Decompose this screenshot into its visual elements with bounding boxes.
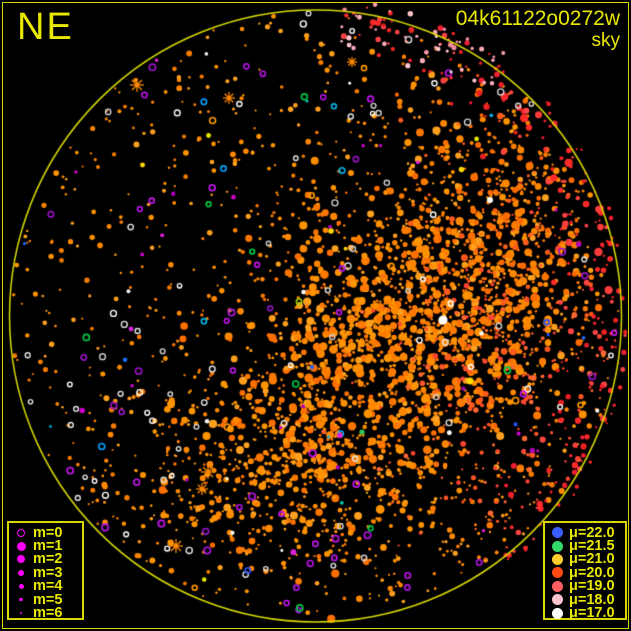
- legend-label: μ=17.0: [569, 605, 615, 622]
- white-dot-icon: [551, 607, 563, 619]
- blue-dot-icon: [551, 527, 563, 539]
- legend-row-mu21-5: μ=21.5: [545, 538, 625, 555]
- magnitude-symbol-m1: [9, 541, 33, 551]
- magnitude-symbol-m0: [9, 528, 33, 537]
- magnitude-legend: m=0 m=1 m=2 m=3 m=4 m=5 m=6: [7, 521, 84, 622]
- legend-label: μ=18.0: [569, 591, 615, 608]
- legend-row-mu17: μ=17.0: [545, 605, 625, 622]
- mu-symbol-22: [545, 527, 569, 539]
- mu-symbol-21-5: [545, 540, 569, 552]
- legend-label: m=6: [33, 605, 63, 622]
- mu-symbol-21: [545, 553, 569, 565]
- magnitude-symbol-m5: [9, 597, 33, 602]
- legend-row-m2: m=2: [9, 551, 82, 568]
- legend-label: μ=21.5: [569, 538, 615, 555]
- legend-row-mu21: μ=21.0: [545, 551, 625, 568]
- filled-circle-icon: [18, 583, 24, 589]
- orange-dot-icon: [551, 567, 563, 579]
- legend-label: m=5: [33, 591, 63, 608]
- mu-symbol-17: [545, 607, 569, 619]
- red-dot-icon: [551, 580, 563, 592]
- legend-row-mu19: μ=19.0: [545, 578, 625, 595]
- legend-row-mu20: μ=20.0: [545, 564, 625, 581]
- legend-label: m=3: [33, 564, 63, 581]
- magnitude-symbol-m2: [9, 555, 33, 564]
- legend-label: m=4: [33, 578, 63, 595]
- filled-circle-icon: [17, 555, 25, 564]
- legend-row-mu22: μ=22.0: [545, 524, 625, 541]
- magnitude-symbol-m6: [9, 611, 33, 615]
- filled-circle-icon: [19, 611, 23, 615]
- legend-label: μ=19.0: [569, 578, 615, 595]
- green-dot-icon: [551, 540, 563, 552]
- legend-row-m1: m=1: [9, 538, 82, 555]
- yellow-dot-icon: [551, 553, 563, 565]
- pink-dot-icon: [551, 594, 563, 606]
- orientation-label: NE: [17, 6, 74, 48]
- filled-circle-icon: [17, 569, 25, 577]
- plot-title-block: 04k61122o0272w sky: [456, 7, 620, 51]
- filled-circle-icon: [16, 541, 26, 551]
- mu-legend: μ=22.0 μ=21.5 μ=21.0 μ=20.0 μ=19.0 μ=18.…: [543, 521, 627, 622]
- mu-symbol-19: [545, 580, 569, 592]
- open-circle-icon: [17, 528, 25, 537]
- legend-label: m=1: [33, 538, 63, 555]
- magnitude-symbol-m3: [9, 569, 33, 577]
- filled-circle-icon: [19, 597, 23, 602]
- legend-label: μ=22.0: [569, 524, 615, 541]
- mu-symbol-18: [545, 594, 569, 606]
- plot-subtitle: sky: [591, 30, 621, 51]
- mu-symbol-20: [545, 567, 569, 579]
- legend-label: μ=21.0: [569, 551, 615, 568]
- legend-row-m4: m=4: [9, 578, 82, 595]
- plot-title: 04k61122o0272w: [455, 7, 620, 30]
- legend-row-m3: m=3: [9, 564, 82, 581]
- legend-row-m6: m=6: [9, 605, 82, 622]
- legend-row-mu18: μ=18.0: [545, 591, 625, 608]
- magnitude-symbol-m4: [9, 583, 33, 589]
- legend-label: μ=20.0: [569, 564, 615, 581]
- legend-row-m5: m=5: [9, 591, 82, 608]
- legend-label: m=0: [33, 524, 63, 541]
- legend-label: m=2: [33, 551, 63, 568]
- legend-row-m0: m=0: [9, 524, 82, 541]
